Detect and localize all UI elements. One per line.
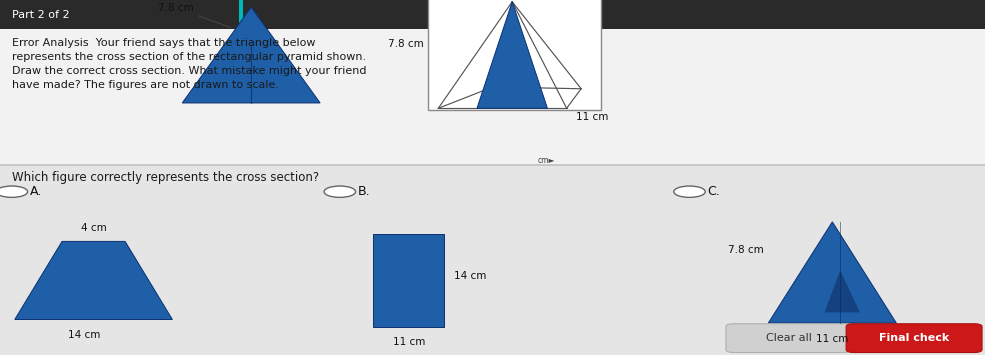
Text: B.: B. bbox=[358, 185, 370, 198]
Bar bbox=[239, 0, 243, 29]
Text: A.: A. bbox=[30, 185, 41, 198]
Text: 11 cm: 11 cm bbox=[817, 334, 848, 344]
Text: 14 cm: 14 cm bbox=[454, 271, 487, 281]
Polygon shape bbox=[182, 7, 320, 103]
Text: Clear all: Clear all bbox=[766, 333, 812, 343]
FancyBboxPatch shape bbox=[0, 29, 985, 165]
Text: 11 cm: 11 cm bbox=[576, 112, 609, 122]
Text: 11 cm: 11 cm bbox=[393, 337, 425, 347]
Text: Which figure correctly represents the cross section?: Which figure correctly represents the cr… bbox=[12, 171, 319, 185]
Circle shape bbox=[674, 186, 705, 197]
FancyBboxPatch shape bbox=[0, 165, 985, 355]
Polygon shape bbox=[477, 2, 548, 108]
Text: 4 cm: 4 cm bbox=[81, 223, 106, 233]
Bar bbox=[428, 0, 601, 110]
Text: 7.8 cm: 7.8 cm bbox=[158, 2, 230, 27]
Text: C.: C. bbox=[707, 185, 720, 198]
Circle shape bbox=[0, 186, 28, 197]
Text: cm►: cm► bbox=[538, 156, 556, 165]
FancyBboxPatch shape bbox=[846, 324, 982, 353]
FancyBboxPatch shape bbox=[0, 0, 985, 29]
Circle shape bbox=[324, 186, 356, 197]
Polygon shape bbox=[768, 222, 896, 323]
Polygon shape bbox=[824, 271, 860, 312]
Bar bbox=[373, 234, 444, 327]
Text: 7.8 cm: 7.8 cm bbox=[388, 39, 424, 49]
Text: Part 2 of 2: Part 2 of 2 bbox=[12, 10, 70, 20]
FancyBboxPatch shape bbox=[726, 324, 852, 353]
Polygon shape bbox=[15, 241, 172, 320]
Text: Final check: Final check bbox=[879, 333, 950, 343]
Text: 14 cm: 14 cm bbox=[68, 330, 99, 340]
Text: Error Analysis  Your friend says that the triangle below
represents the cross se: Error Analysis Your friend says that the… bbox=[12, 38, 366, 90]
Text: 7.8 cm: 7.8 cm bbox=[728, 245, 763, 255]
